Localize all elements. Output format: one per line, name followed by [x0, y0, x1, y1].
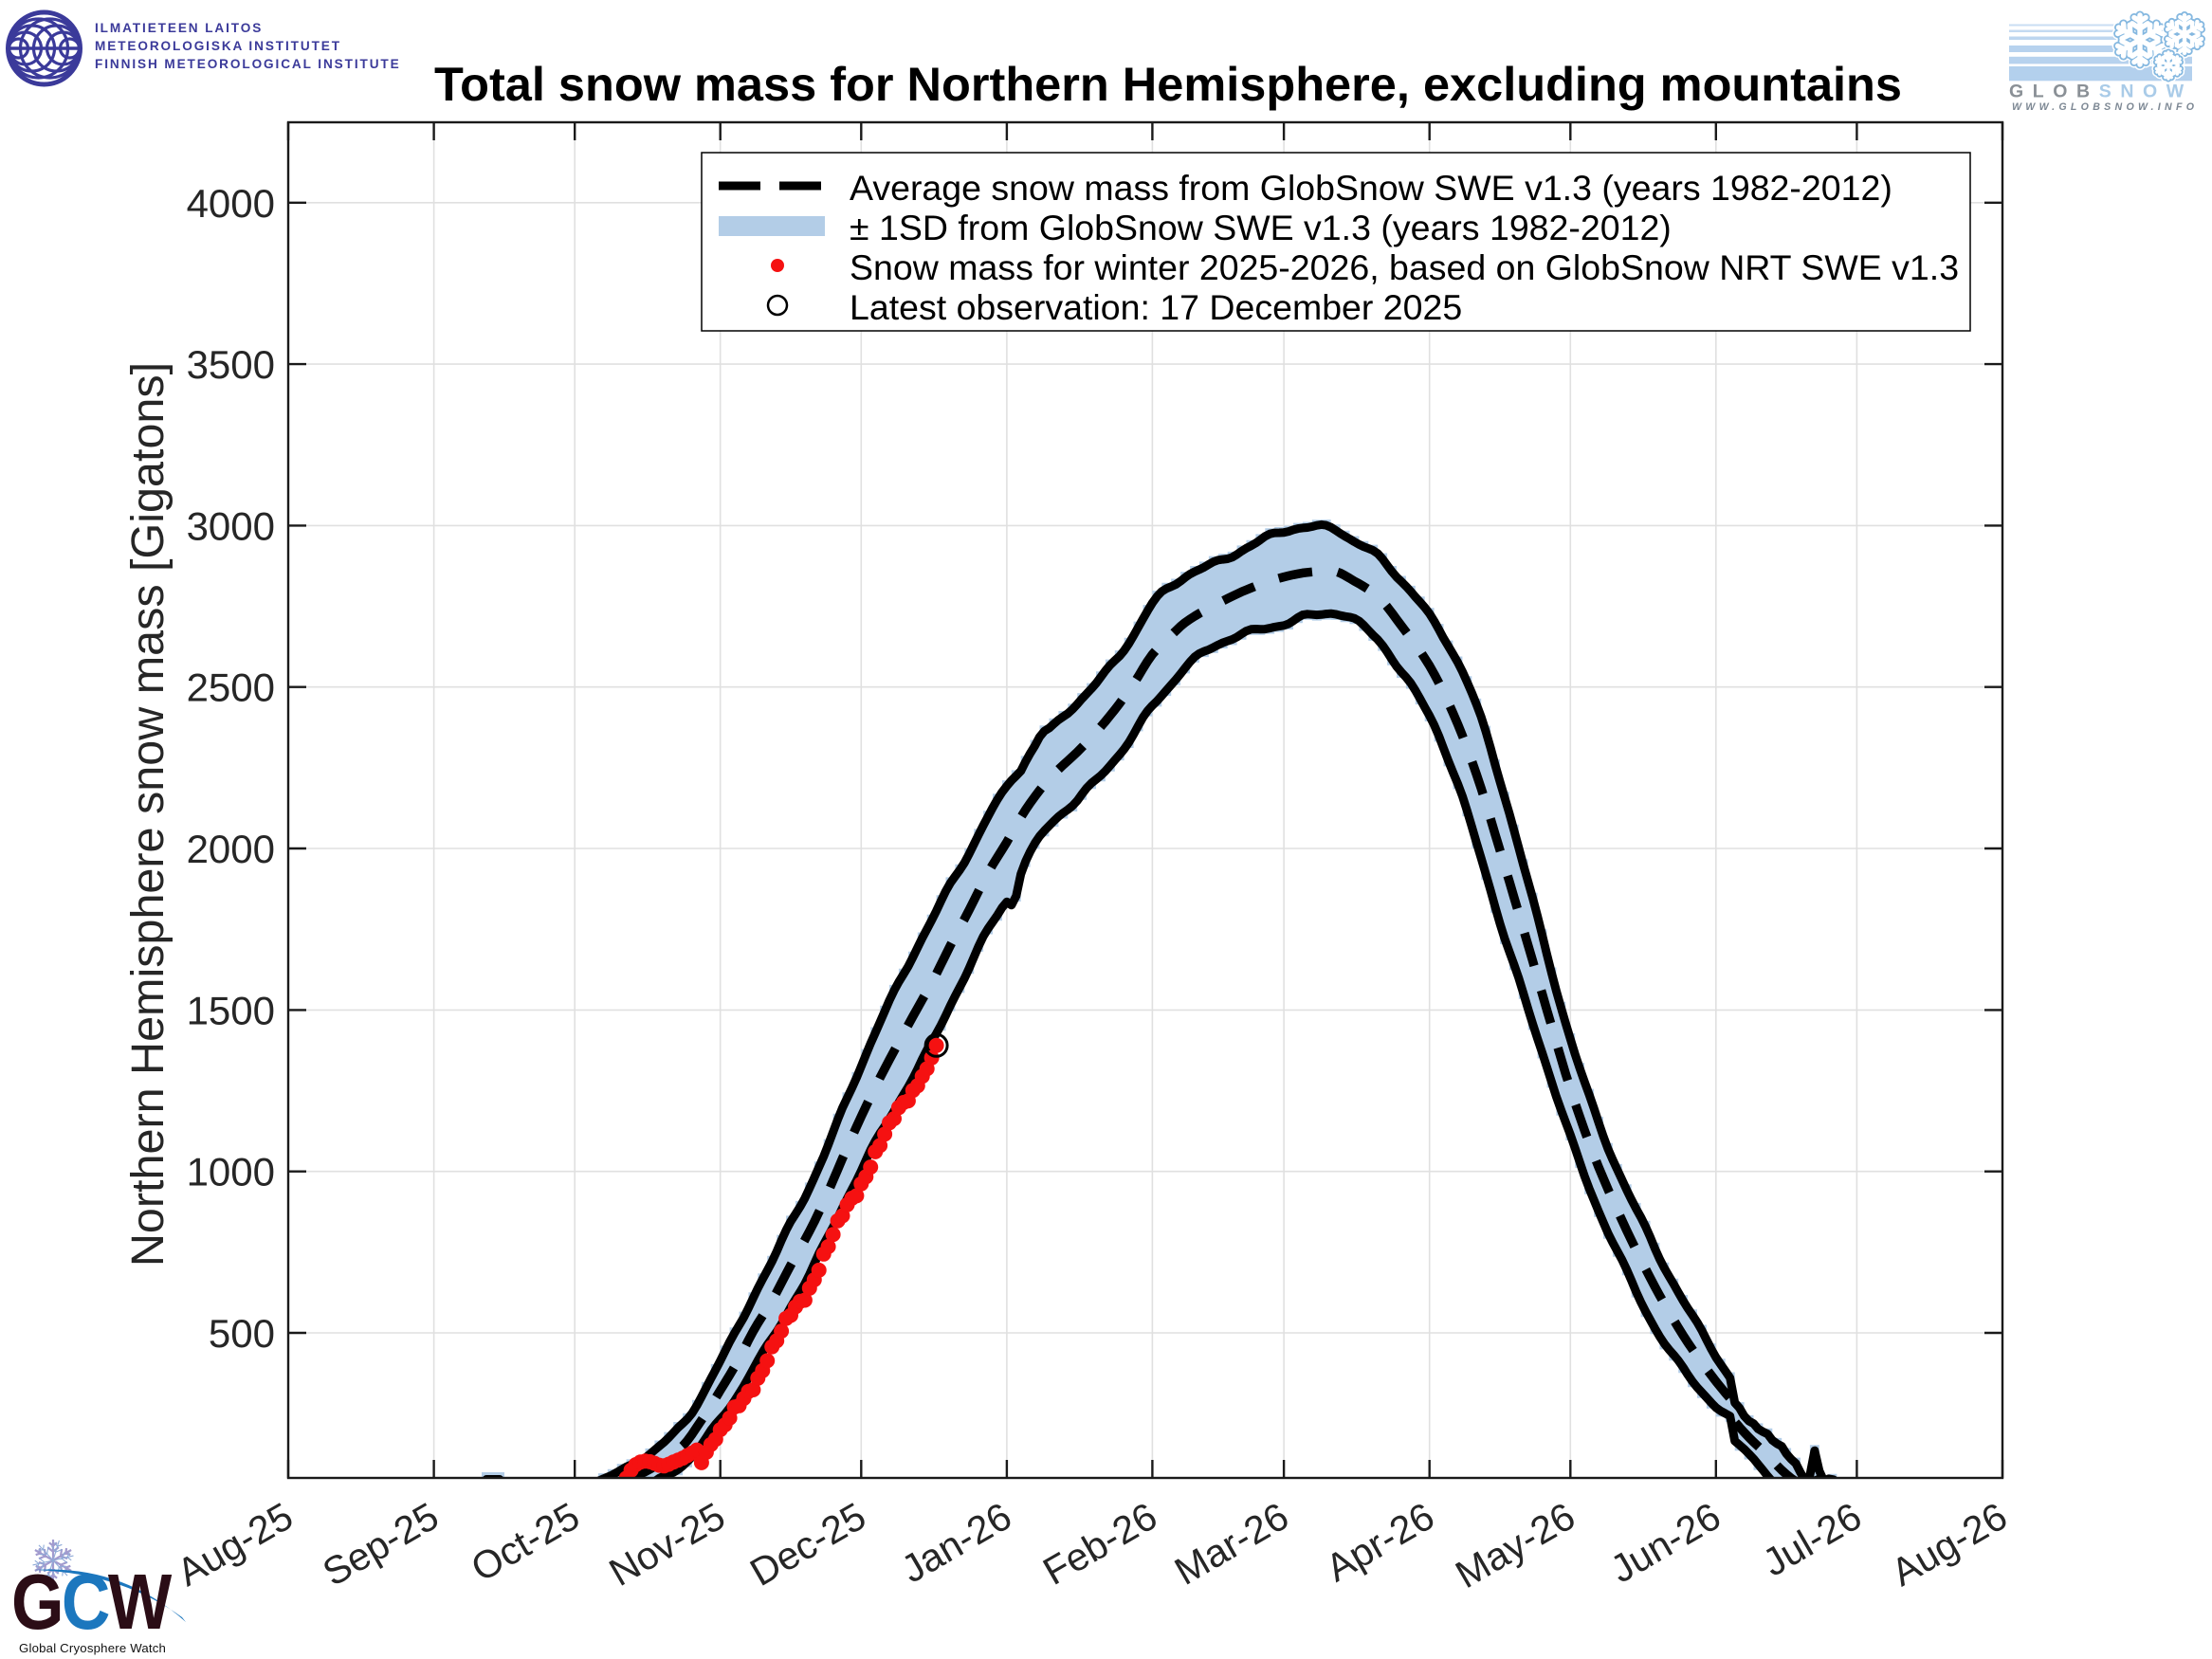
svg-text:ILMATIETEEN LAITOS: ILMATIETEEN LAITOS [95, 21, 263, 35]
svg-text:METEOROLOGISKA INSTITUTET: METEOROLOGISKA INSTITUTET [95, 39, 341, 53]
svg-text:Total snow mass for Northern H: Total snow mass for Northern Hemisphere,… [434, 57, 1902, 111]
svg-text:GCW: GCW [11, 1559, 172, 1646]
svg-text:500: 500 [209, 1311, 275, 1356]
svg-text:GLOBSNOW: GLOBSNOW [2009, 82, 2193, 102]
svg-text:1500: 1500 [187, 988, 275, 1032]
svg-text:± 1SD from GlobSnow SWE v1.3 (: ± 1SD from GlobSnow SWE v1.3 (years 1982… [850, 208, 1672, 247]
svg-text:Average snow mass from GlobSno: Average snow mass from GlobSnow SWE v1.3… [850, 168, 1892, 208]
svg-text:Global Cryosphere Watch: Global Cryosphere Watch [19, 1641, 166, 1655]
svg-text:FINNISH METEOROLOGICAL INSTITU: FINNISH METEOROLOGICAL INSTITUTE [95, 57, 401, 71]
svg-text:3500: 3500 [187, 342, 275, 387]
svg-text:Snow mass for winter 2025-2026: Snow mass for winter 2025-2026, based on… [850, 247, 1959, 287]
svg-text:WWW.GLOBSNOW.INFO: WWW.GLOBSNOW.INFO [2012, 101, 2198, 113]
svg-text:Northern Hemisphere snow mass: Northern Hemisphere snow mass [Gigatons] [122, 362, 174, 1267]
svg-text:1000: 1000 [187, 1150, 275, 1194]
svg-text:2500: 2500 [187, 665, 275, 710]
svg-text:3000: 3000 [187, 503, 275, 548]
svg-text:Latest observation: 17 Decembe: Latest observation: 17 December 2025 [850, 287, 1462, 327]
svg-text:2000: 2000 [187, 827, 275, 871]
svg-text:4000: 4000 [187, 181, 275, 226]
